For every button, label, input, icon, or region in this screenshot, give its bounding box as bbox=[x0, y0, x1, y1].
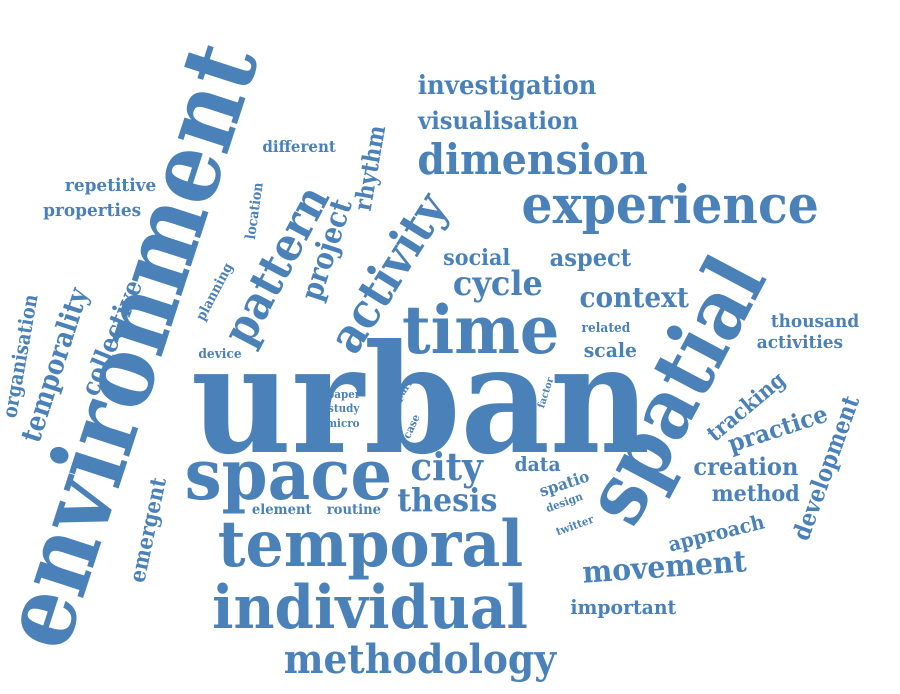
word-methodology: methodology bbox=[283, 636, 557, 683]
word-micro: micro bbox=[326, 416, 360, 430]
word-activities: activities bbox=[756, 332, 844, 353]
word-twitter: twitter bbox=[554, 512, 596, 538]
word-routine: routine bbox=[326, 502, 382, 518]
word-important: important bbox=[569, 595, 676, 619]
word-paper: paper bbox=[326, 387, 360, 401]
word-visualisation: visualisation bbox=[417, 106, 578, 135]
word-aspect: aspect bbox=[549, 243, 631, 272]
word-temporal: temporal bbox=[217, 507, 523, 582]
word-thousand: thousand bbox=[770, 311, 860, 332]
word-urban: urban bbox=[190, 312, 650, 488]
word-time: time bbox=[401, 291, 559, 369]
word-different: different bbox=[262, 137, 336, 156]
word-social: social bbox=[442, 245, 510, 271]
word-context: context bbox=[579, 281, 689, 314]
word-element: element bbox=[251, 502, 312, 518]
word-cycle: cycle bbox=[452, 264, 543, 304]
word-study: study bbox=[327, 401, 359, 415]
word-properties: properties bbox=[43, 200, 142, 221]
word-scale: scale bbox=[583, 338, 637, 362]
word-repetitive: repetitive bbox=[64, 175, 156, 196]
word-investigation: investigation bbox=[417, 71, 597, 101]
word-method: method bbox=[711, 481, 800, 507]
word-city: city bbox=[409, 444, 483, 489]
word-rhythm: rhythm bbox=[347, 122, 392, 213]
word-movement: movement bbox=[580, 544, 748, 591]
word-data: data bbox=[513, 452, 561, 476]
word-dimension: dimension bbox=[416, 135, 648, 184]
word-thesis: thesis bbox=[396, 481, 497, 519]
word-related: related bbox=[581, 320, 631, 336]
word-individual: individual bbox=[212, 573, 528, 643]
word-space: space bbox=[184, 433, 392, 516]
word-experience: experience bbox=[521, 175, 819, 236]
word-device: device bbox=[198, 346, 242, 362]
word-creation: creation bbox=[693, 452, 799, 481]
